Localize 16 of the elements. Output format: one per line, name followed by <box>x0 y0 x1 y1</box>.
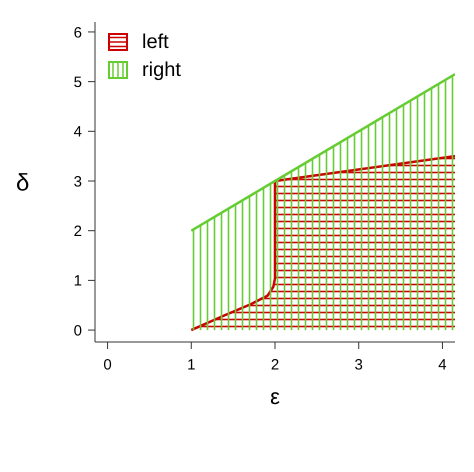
y-tick-label: 1 <box>74 272 82 290</box>
x-tick-label: 0 <box>103 356 112 374</box>
y-tick-label: 6 <box>74 24 82 42</box>
y-tick-label: 0 <box>74 322 82 340</box>
y-tick-label: 4 <box>74 124 82 141</box>
x-tick-label: 4 <box>438 356 447 374</box>
y-axis-title: δ <box>16 170 30 197</box>
y-tick-label: 3 <box>74 173 82 190</box>
x-axis-title: ε <box>270 384 280 409</box>
x-tick-label: 3 <box>354 356 363 374</box>
x-tick-label: 2 <box>270 356 280 374</box>
y-tick-label: 5 <box>74 74 82 91</box>
legend-label: right <box>142 58 181 82</box>
y-tick-label: 2 <box>74 223 82 240</box>
legend-label: left <box>142 30 169 54</box>
x-tick-label: 1 <box>187 356 196 374</box>
